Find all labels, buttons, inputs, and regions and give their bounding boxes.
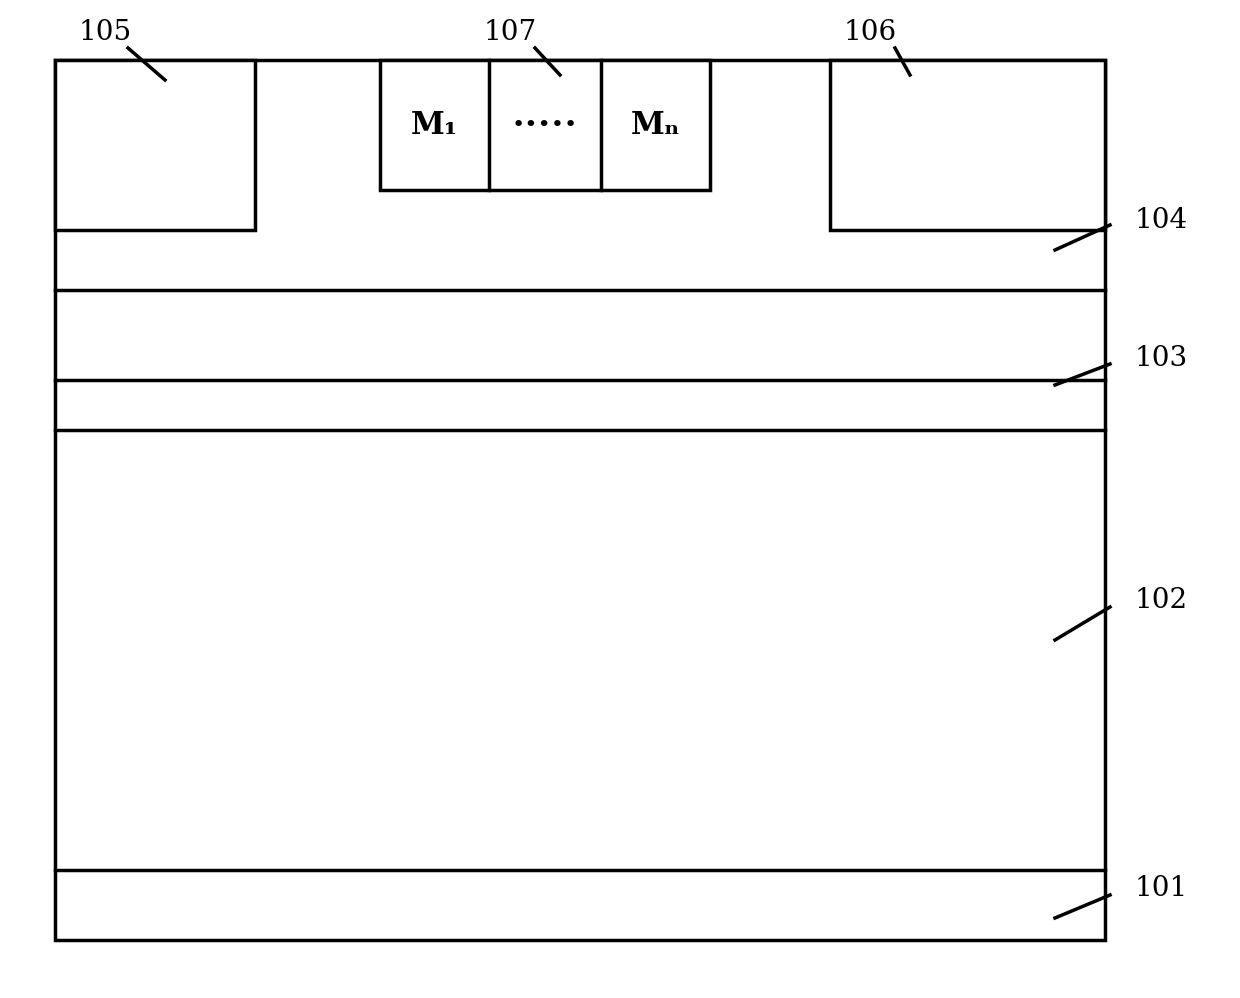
Text: 103: 103 [1135, 344, 1188, 371]
Bar [830, 60, 1105, 230]
Text: 107: 107 [484, 19, 537, 46]
Text: Mₙ: Mₙ [631, 110, 681, 141]
Text: 106: 106 [843, 19, 897, 46]
Bar [55, 60, 255, 230]
Text: •••••: ••••• [512, 115, 578, 135]
Text: 104: 104 [1135, 207, 1188, 234]
Bar [379, 60, 711, 190]
Text: M₁: M₁ [410, 110, 458, 141]
Bar [55, 60, 1105, 940]
Text: 105: 105 [78, 19, 131, 46]
Text: 102: 102 [1135, 587, 1188, 614]
Text: 101: 101 [1135, 874, 1188, 901]
